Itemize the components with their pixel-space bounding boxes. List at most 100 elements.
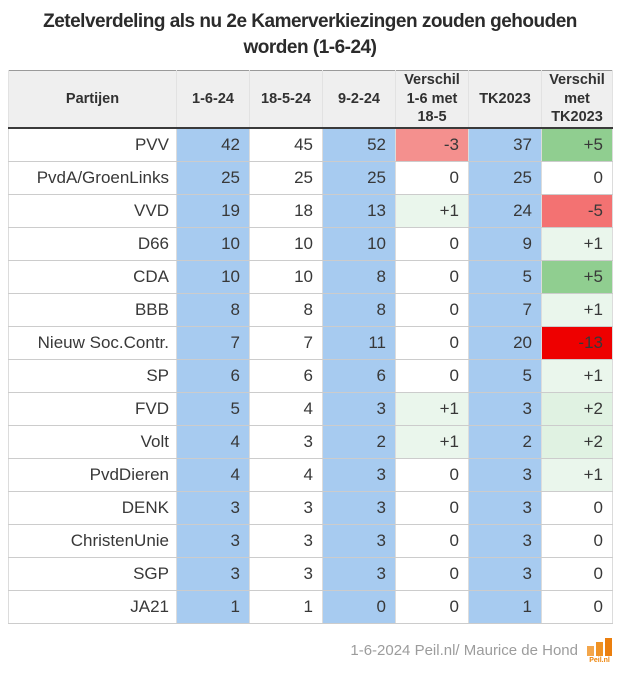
seats-cell: 4 [176, 425, 250, 459]
seats-cell: 6 [249, 359, 323, 393]
seats-cell: 5 [468, 260, 542, 294]
seats-cell: 3 [468, 491, 542, 525]
party-name-cell: D66 [8, 227, 177, 261]
party-name-cell: VVD [8, 194, 177, 228]
diff-cell: +1 [541, 293, 613, 327]
seats-cell: 25 [322, 161, 396, 195]
diff-cell: 0 [395, 326, 469, 360]
logo-bar-medium [596, 641, 603, 656]
seats-cell: 8 [322, 260, 396, 294]
diff-cell: +1 [541, 359, 613, 393]
party-name-cell: ChristenUnie [8, 524, 177, 558]
seats-cell: 7 [468, 293, 542, 327]
seats-cell: 13 [322, 194, 396, 228]
party-name-cell: PvdA/GroenLinks [8, 161, 177, 195]
diff-cell: +1 [395, 392, 469, 426]
seats-cell: 10 [249, 227, 323, 261]
diff-cell: 0 [541, 524, 613, 558]
table-row: SP 6 6 6 0 5 +1 [8, 359, 613, 393]
diff-cell: 0 [541, 557, 613, 591]
party-name-cell: FVD [8, 392, 177, 426]
seats-cell: 9 [468, 227, 542, 261]
seats-cell: 3 [249, 524, 323, 558]
seats-cell: 3 [468, 458, 542, 492]
table-row: VVD 19 18 13 +1 24 -5 [8, 194, 613, 228]
seats-cell: 4 [176, 458, 250, 492]
diff-cell: 0 [395, 293, 469, 327]
seats-cell: 7 [176, 326, 250, 360]
seats-cell: 1 [249, 590, 323, 624]
seats-cell: 11 [322, 326, 396, 360]
table-row: PVV 42 45 52 -3 37 +5 [8, 127, 613, 162]
col-header-partijen: Partijen [8, 70, 177, 129]
diff-cell: +5 [541, 127, 613, 162]
seats-cell: 8 [322, 293, 396, 327]
seats-cell: 3 [176, 491, 250, 525]
seats-cell: 4 [249, 458, 323, 492]
col-header-verschil-met-tk2023: Verschil met TK2023 [541, 70, 613, 129]
party-name-cell: Volt [8, 425, 177, 459]
logo-label: Peil.nl [589, 656, 610, 664]
party-name-cell: SP [8, 359, 177, 393]
seats-cell: 8 [249, 293, 323, 327]
seats-cell: 2 [468, 425, 542, 459]
seats-cell: 5 [468, 359, 542, 393]
col-header-1-6-24: 1-6-24 [176, 70, 250, 129]
col-header-9-2-24: 9-2-24 [322, 70, 396, 129]
diff-cell: +1 [395, 194, 469, 228]
seats-cell: 10 [249, 260, 323, 294]
table-body: PVV 42 45 52 -3 37 +5 PvdA/GroenLinks 25 25 25 0 25 0… [8, 127, 613, 624]
seats-cell: 6 [176, 359, 250, 393]
table-row: SGP 3 3 3 0 3 0 [8, 557, 613, 591]
seats-cell: 3 [322, 458, 396, 492]
diff-cell: 0 [541, 590, 613, 624]
seats-cell: 18 [249, 194, 323, 228]
party-name-cell: PvdDieren [8, 458, 177, 492]
table-row: BBB 8 8 8 0 7 +1 [8, 293, 613, 327]
diff-cell: +1 [541, 458, 613, 492]
seats-cell: 45 [249, 127, 323, 162]
seat-distribution-table: Partijen 1-6-24 18-5-24 9-2-24 Verschil … [8, 70, 613, 624]
diff-cell: -5 [541, 194, 613, 228]
credit-text: 1-6-2024 Peil.nl/ Maurice de Hond [350, 642, 578, 660]
party-name-cell: CDA [8, 260, 177, 294]
seats-cell: 24 [468, 194, 542, 228]
seats-cell: 42 [176, 127, 250, 162]
seats-cell: 6 [322, 359, 396, 393]
diff-cell: +1 [395, 425, 469, 459]
peilnl-logo: Peil.nl [587, 637, 612, 664]
table-row: Nieuw Soc.Contr. 7 7 11 0 20 -13 [8, 326, 613, 360]
header-row: Partijen 1-6-24 18-5-24 9-2-24 Verschil … [8, 70, 613, 129]
seats-cell: 4 [249, 392, 323, 426]
diff-cell: -13 [541, 326, 613, 360]
table-row: CDA 10 10 8 0 5 +5 [8, 260, 613, 294]
seats-cell: 3 [468, 557, 542, 591]
seats-cell: 19 [176, 194, 250, 228]
diff-cell: 0 [395, 359, 469, 393]
page-title: Zetelverdeling als nu 2e Kamerverkiezing… [43, 11, 577, 58]
seats-cell: 37 [468, 127, 542, 162]
diff-cell: +1 [541, 227, 613, 261]
party-name-cell: BBB [8, 293, 177, 327]
seats-cell: 3 [322, 557, 396, 591]
table-row: D66 10 10 10 0 9 +1 [8, 227, 613, 261]
bar-chart-icon [587, 637, 612, 656]
seats-cell: 3 [176, 524, 250, 558]
seats-cell: 10 [322, 227, 396, 261]
seats-cell: 20 [468, 326, 542, 360]
seats-cell: 3 [468, 524, 542, 558]
seats-cell: 0 [322, 590, 396, 624]
col-header-tk2023: TK2023 [468, 70, 542, 129]
table-row: ChristenUnie 3 3 3 0 3 0 [8, 524, 613, 558]
seats-cell: 1 [176, 590, 250, 624]
party-name-cell: DENK [8, 491, 177, 525]
party-name-cell: Nieuw Soc.Contr. [8, 326, 177, 360]
col-header-verschil-1-6-met-18-5: Verschil 1-6 met 18-5 [395, 70, 469, 129]
diff-cell: 0 [395, 458, 469, 492]
seats-cell: 8 [176, 293, 250, 327]
diff-cell: +2 [541, 425, 613, 459]
diff-cell: +5 [541, 260, 613, 294]
seats-cell: 3 [176, 557, 250, 591]
seats-cell: 3 [322, 524, 396, 558]
seats-cell: 10 [176, 227, 250, 261]
